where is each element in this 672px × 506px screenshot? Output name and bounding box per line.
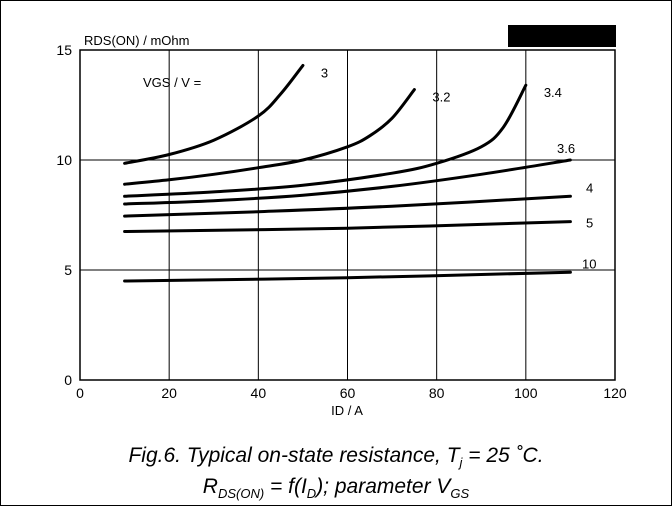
series-label: 3.4 xyxy=(544,85,562,100)
series-line-4 xyxy=(123,194,572,218)
parameter-label: VGS / V = xyxy=(143,75,201,90)
series-label: 4 xyxy=(586,181,593,196)
series-label: 3.6 xyxy=(557,141,575,156)
chart: 0 20 40 60 80 100 120 0 5 10 15 3 3.2 3.4 3.6 4 5 10 RD… xyxy=(56,25,627,418)
series-label: 5 xyxy=(586,216,593,231)
y-tick-label: 5 xyxy=(64,262,72,278)
x-tick-label: 40 xyxy=(251,385,267,401)
series-group: 3 3.2 3.4 3.6 4 5 10 xyxy=(123,63,596,283)
series-line-3-6 xyxy=(123,158,572,206)
y-axis-label: RDS(ON) / mOhm xyxy=(84,33,189,48)
series-line-10 xyxy=(123,270,572,283)
series-label: 3 xyxy=(321,65,328,80)
x-axis-label: ID / A xyxy=(331,403,363,418)
y-tick-label: 0 xyxy=(64,372,72,388)
redacted-block xyxy=(508,25,616,47)
series-label: 3.2 xyxy=(432,90,450,105)
x-tick-label: 0 xyxy=(76,385,84,401)
y-tick-label: 10 xyxy=(56,152,72,168)
x-tick-label: 80 xyxy=(429,385,445,401)
series-line-3-4 xyxy=(123,83,528,198)
y-ticks: 0 5 10 15 xyxy=(56,42,72,388)
caption-line-2: RDS(ON) = f(ID); parameter VGS xyxy=(202,475,470,502)
series-line-3-2 xyxy=(123,88,416,186)
x-tick-label: 120 xyxy=(603,385,627,401)
y-tick-label: 15 xyxy=(56,42,72,58)
series-line-3 xyxy=(123,63,305,165)
series-label: 10 xyxy=(582,257,596,272)
figure-caption: Fig.6. Typical on-state resistance, Tj =… xyxy=(0,444,672,506)
x-tick-label: 100 xyxy=(514,385,538,401)
x-tick-label: 20 xyxy=(161,385,177,401)
series-line-5 xyxy=(123,220,572,233)
caption-line-1: Fig.6. Typical on-state resistance, Tj =… xyxy=(128,444,544,471)
x-ticks: 0 20 40 60 80 100 120 xyxy=(76,385,627,401)
x-tick-label: 60 xyxy=(340,385,356,401)
